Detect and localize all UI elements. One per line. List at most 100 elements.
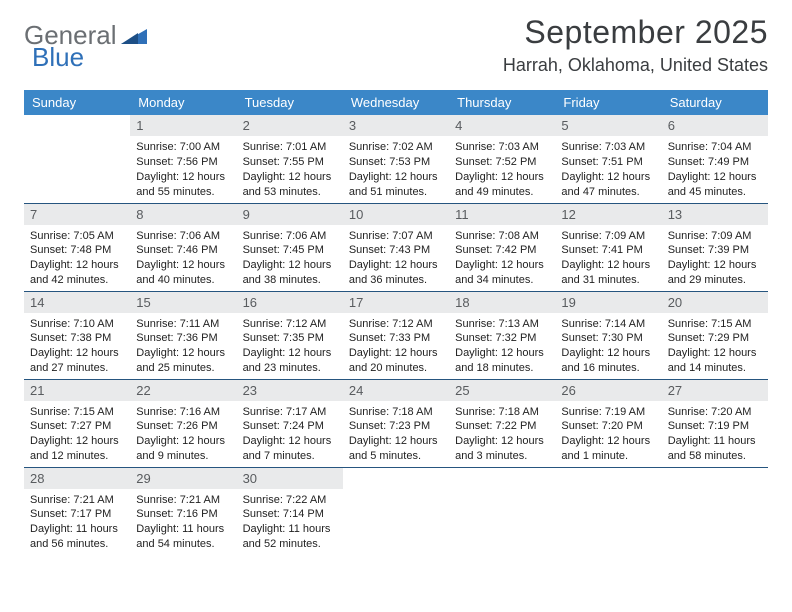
day-facts: Sunrise: 7:18 AMSunset: 7:22 PMDaylight:… xyxy=(449,401,555,464)
sunset-text: Sunset: 7:26 PM xyxy=(136,419,230,434)
sunset-text: Sunset: 7:39 PM xyxy=(668,243,762,258)
daylight-text: Daylight: 12 hours and 20 minutes. xyxy=(349,346,443,376)
day-number: 22 xyxy=(130,380,236,401)
daylight-text: Daylight: 12 hours and 40 minutes. xyxy=(136,258,230,288)
daylight-text: Daylight: 11 hours and 56 minutes. xyxy=(30,522,124,552)
day-facts: Sunrise: 7:07 AMSunset: 7:43 PMDaylight:… xyxy=(343,225,449,288)
sunset-text: Sunset: 7:20 PM xyxy=(561,419,655,434)
sunrise-text: Sunrise: 7:11 AM xyxy=(136,317,230,332)
day-facts: Sunrise: 7:03 AMSunset: 7:52 PMDaylight:… xyxy=(449,136,555,199)
calendar-body: 1Sunrise: 7:00 AMSunset: 7:56 PMDaylight… xyxy=(24,115,768,555)
day-facts: Sunrise: 7:00 AMSunset: 7:56 PMDaylight:… xyxy=(130,136,236,199)
day-number: 20 xyxy=(662,292,768,313)
calendar-cell: 5Sunrise: 7:03 AMSunset: 7:51 PMDaylight… xyxy=(555,115,661,203)
daylight-text: Daylight: 12 hours and 47 minutes. xyxy=(561,170,655,200)
daylight-text: Daylight: 11 hours and 52 minutes. xyxy=(243,522,337,552)
day-facts: Sunrise: 7:14 AMSunset: 7:30 PMDaylight:… xyxy=(555,313,661,376)
calendar-cell xyxy=(662,467,768,555)
day-facts: Sunrise: 7:15 AMSunset: 7:29 PMDaylight:… xyxy=(662,313,768,376)
calendar-cell: 22 Sunrise: 7:16 AMSunset: 7:26 PMDayligh… xyxy=(130,379,236,467)
weekday-header: Tuesday xyxy=(237,90,343,115)
daylight-text: Daylight: 12 hours and 31 minutes. xyxy=(561,258,655,288)
daylight-text: Daylight: 12 hours and 53 minutes. xyxy=(243,170,337,200)
calendar-cell: 21Sunrise: 7:15 AMSunset: 7:27 PMDayligh… xyxy=(24,379,130,467)
sunset-text: Sunset: 7:16 PM xyxy=(136,507,230,522)
day-number: 7 xyxy=(24,204,130,225)
day-number: 29 xyxy=(130,468,236,489)
logo-triangle-icon xyxy=(121,27,147,45)
weekday-header: Monday xyxy=(130,90,236,115)
sunrise-text: Sunrise: 7:07 AM xyxy=(349,229,443,244)
calendar-row: 28Sunrise: 7:21 AMSunset: 7:17 PMDayligh… xyxy=(24,467,768,555)
sunset-text: Sunset: 7:53 PM xyxy=(349,155,443,170)
sunset-text: Sunset: 7:22 PM xyxy=(455,419,549,434)
sunset-text: Sunset: 7:38 PM xyxy=(30,331,124,346)
sunrise-text: Sunrise: 7:13 AM xyxy=(455,317,549,332)
sunset-text: Sunset: 7:56 PM xyxy=(136,155,230,170)
sunset-text: Sunset: 7:55 PM xyxy=(243,155,337,170)
calendar-cell: 16Sunrise: 7:12 AMSunset: 7:35 PMDayligh… xyxy=(237,291,343,379)
header: General Blue September 2025 Harrah, Okla… xyxy=(24,14,768,76)
sunrise-text: Sunrise: 7:16 AM xyxy=(136,405,230,420)
daylight-text: Daylight: 12 hours and 9 minutes. xyxy=(136,434,230,464)
daylight-text: Daylight: 12 hours and 29 minutes. xyxy=(668,258,762,288)
daylight-text: Daylight: 12 hours and 5 minutes. xyxy=(349,434,443,464)
logo-word-blue: Blue xyxy=(32,42,84,73)
sunset-text: Sunset: 7:32 PM xyxy=(455,331,549,346)
day-facts: Sunrise: 7:11 AMSunset: 7:36 PMDaylight:… xyxy=(130,313,236,376)
location: Harrah, Oklahoma, United States xyxy=(503,55,768,76)
calendar-cell: 24Sunrise: 7:18 AMSunset: 7:23 PMDayligh… xyxy=(343,379,449,467)
sunrise-text: Sunrise: 7:21 AM xyxy=(136,493,230,508)
day-number: 4 xyxy=(449,115,555,136)
calendar-cell: 7Sunrise: 7:05 AMSunset: 7:48 PMDaylight… xyxy=(24,203,130,291)
calendar-row: 1Sunrise: 7:00 AMSunset: 7:56 PMDaylight… xyxy=(24,115,768,203)
sunset-text: Sunset: 7:52 PM xyxy=(455,155,549,170)
day-number: 16 xyxy=(237,292,343,313)
calendar-cell: 9Sunrise: 7:06 AMSunset: 7:45 PMDaylight… xyxy=(237,203,343,291)
day-facts: Sunrise: 7:15 AMSunset: 7:27 PMDaylight:… xyxy=(24,401,130,464)
calendar-cell: 17Sunrise: 7:12 AMSunset: 7:33 PMDayligh… xyxy=(343,291,449,379)
daylight-text: Daylight: 12 hours and 1 minute. xyxy=(561,434,655,464)
calendar-cell xyxy=(555,467,661,555)
daylight-text: Daylight: 12 hours and 16 minutes. xyxy=(561,346,655,376)
calendar-cell xyxy=(24,115,130,203)
day-number: 18 xyxy=(449,292,555,313)
sunset-text: Sunset: 7:49 PM xyxy=(668,155,762,170)
day-number: 13 xyxy=(662,204,768,225)
calendar-cell: 13Sunrise: 7:09 AMSunset: 7:39 PMDayligh… xyxy=(662,203,768,291)
weekday-header: Friday xyxy=(555,90,661,115)
daylight-text: Daylight: 11 hours and 58 minutes. xyxy=(668,434,762,464)
daylight-text: Daylight: 12 hours and 25 minutes. xyxy=(136,346,230,376)
sunset-text: Sunset: 7:46 PM xyxy=(136,243,230,258)
calendar-cell: 6Sunrise: 7:04 AMSunset: 7:49 PMDaylight… xyxy=(662,115,768,203)
day-facts: Sunrise: 7:03 AMSunset: 7:51 PMDaylight:… xyxy=(555,136,661,199)
sunrise-text: Sunrise: 7:06 AM xyxy=(243,229,337,244)
day-number: 28 xyxy=(24,468,130,489)
sunset-text: Sunset: 7:36 PM xyxy=(136,331,230,346)
day-facts: Sunrise: 7:18 AMSunset: 7:23 PMDaylight:… xyxy=(343,401,449,464)
daylight-text: Daylight: 12 hours and 18 minutes. xyxy=(455,346,549,376)
sunrise-text: Sunrise: 7:22 AM xyxy=(243,493,337,508)
calendar-cell: 12Sunrise: 7:09 AMSunset: 7:41 PMDayligh… xyxy=(555,203,661,291)
month-title: September 2025 xyxy=(503,14,768,51)
day-facts: Sunrise: 7:17 AMSunset: 7:24 PMDaylight:… xyxy=(237,401,343,464)
sunset-text: Sunset: 7:35 PM xyxy=(243,331,337,346)
sunrise-text: Sunrise: 7:21 AM xyxy=(30,493,124,508)
calendar-cell: 14Sunrise: 7:10 AMSunset: 7:38 PMDayligh… xyxy=(24,291,130,379)
daylight-text: Daylight: 12 hours and 12 minutes. xyxy=(30,434,124,464)
day-facts: Sunrise: 7:13 AMSunset: 7:32 PMDaylight:… xyxy=(449,313,555,376)
sunset-text: Sunset: 7:29 PM xyxy=(668,331,762,346)
calendar-row: 7Sunrise: 7:05 AMSunset: 7:48 PMDaylight… xyxy=(24,203,768,291)
calendar-cell xyxy=(343,467,449,555)
sunset-text: Sunset: 7:43 PM xyxy=(349,243,443,258)
calendar-cell: 10Sunrise: 7:07 AMSunset: 7:43 PMDayligh… xyxy=(343,203,449,291)
day-facts: Sunrise: 7:12 AMSunset: 7:35 PMDaylight:… xyxy=(237,313,343,376)
day-number: 1 xyxy=(130,115,236,136)
calendar-cell: 11Sunrise: 7:08 AMSunset: 7:42 PMDayligh… xyxy=(449,203,555,291)
calendar-cell: 1Sunrise: 7:00 AMSunset: 7:56 PMDaylight… xyxy=(130,115,236,203)
day-number: 19 xyxy=(555,292,661,313)
day-number: 11 xyxy=(449,204,555,225)
calendar-cell: 15Sunrise: 7:11 AMSunset: 7:36 PMDayligh… xyxy=(130,291,236,379)
sunset-text: Sunset: 7:17 PM xyxy=(30,507,124,522)
daylight-text: Daylight: 12 hours and 34 minutes. xyxy=(455,258,549,288)
